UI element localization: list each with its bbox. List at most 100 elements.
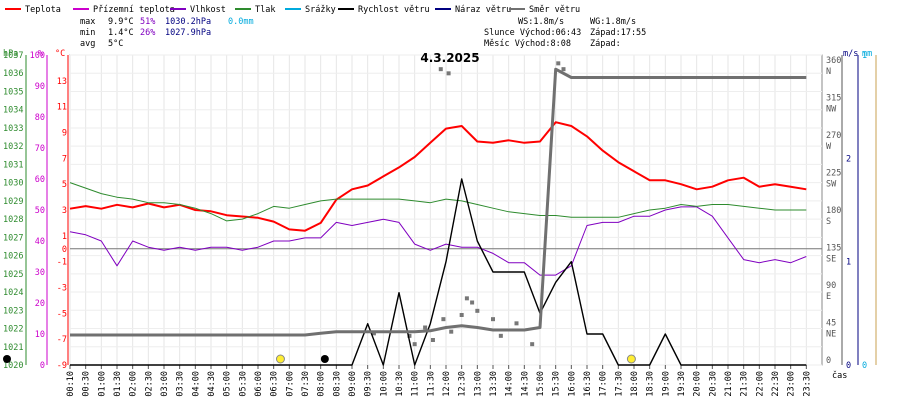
pressure-tick-label: 1029 bbox=[3, 197, 23, 207]
x-tick-label: 00:10 bbox=[66, 371, 76, 397]
wind-direction-point bbox=[556, 61, 561, 66]
moon-marker bbox=[3, 355, 11, 363]
x-tick-label: 05:00 bbox=[223, 371, 233, 397]
info-wg: WG:1.8m/s bbox=[590, 17, 636, 27]
pressure-tick-label: 1027 bbox=[3, 233, 23, 243]
legend-label: Směr větru bbox=[529, 5, 580, 15]
temperature-tick-label: 9 bbox=[62, 129, 67, 139]
direction-tick-label: 0 bbox=[826, 356, 831, 366]
stats-label: avg bbox=[80, 39, 95, 49]
humidity-tick-label: 30 bbox=[35, 268, 45, 278]
pressure-tick-label: 1037 bbox=[3, 51, 23, 61]
x-tick-label: 22:00 bbox=[755, 371, 765, 397]
x-axis-label: čas bbox=[832, 370, 847, 381]
humidity-tick-label: 20 bbox=[35, 299, 45, 309]
x-tick-label: 08:00 bbox=[317, 371, 327, 397]
humidity-tick-label: 100 bbox=[30, 51, 45, 61]
wind-direction-point bbox=[514, 321, 519, 326]
rain-axis-unit: mm bbox=[862, 49, 872, 59]
sunset-marker bbox=[626, 354, 636, 364]
wind-direction-point bbox=[561, 67, 566, 72]
legend-label: Srážky bbox=[305, 5, 336, 15]
temperature-tick-label: -1 bbox=[57, 258, 67, 268]
direction-tick-label: 270 bbox=[826, 131, 841, 141]
stats-press: 1030.2hPa bbox=[165, 17, 211, 27]
humidity-tick-label: 90 bbox=[35, 82, 45, 92]
pressure-axis-unit: hPa bbox=[3, 49, 18, 59]
temperature-tick-label: 11 bbox=[57, 103, 67, 113]
x-tick-label: 14:30 bbox=[520, 371, 530, 397]
pressure-tick-label: 1035 bbox=[3, 87, 23, 97]
direction-compass-label: NW bbox=[826, 105, 837, 115]
x-tick-label: 15:30 bbox=[552, 371, 562, 397]
humidity-axis-unit: % bbox=[38, 49, 43, 59]
x-tick-label: 08:30 bbox=[332, 371, 342, 397]
x-tick-label: 00:30 bbox=[82, 371, 92, 397]
moonrise-marker bbox=[320, 355, 329, 363]
direction-tick-label: 45 bbox=[826, 319, 836, 329]
direction-compass-label: S bbox=[826, 217, 831, 227]
stats-label: max bbox=[80, 17, 95, 27]
wind-direction-point bbox=[498, 333, 503, 338]
x-tick-label: 22:30 bbox=[771, 371, 781, 397]
temperature-tick-label: 5 bbox=[62, 180, 67, 190]
x-tick-label: 05:30 bbox=[238, 371, 248, 397]
pressure-tick-label: 1020 bbox=[3, 361, 23, 371]
direction-compass-label: SW bbox=[826, 180, 837, 190]
direction-tick-label: 180 bbox=[826, 206, 841, 216]
stats-press: 1027.9hPa bbox=[165, 28, 211, 38]
legend-label: Přízemní teplota bbox=[93, 5, 175, 15]
x-tick-label: 19:30 bbox=[677, 371, 687, 397]
humidity-tick-label: 10 bbox=[35, 330, 45, 340]
x-tick-label: 09:30 bbox=[364, 371, 374, 397]
series-line bbox=[70, 67, 807, 337]
pressure-tick-label: 1023 bbox=[3, 306, 23, 316]
pressure-tick-label: 1026 bbox=[3, 252, 23, 262]
x-tick-label: 23:00 bbox=[787, 371, 797, 397]
x-tick-label: 01:00 bbox=[97, 371, 107, 397]
info-moonrise: Měsíc Východ:8:08 bbox=[484, 39, 571, 49]
direction-tick-label: 315 bbox=[826, 94, 841, 104]
x-tick-label: 03:00 bbox=[160, 371, 170, 397]
temperature-tick-label: -3 bbox=[57, 284, 67, 294]
x-tick-label: 18:30 bbox=[646, 371, 656, 397]
direction-compass-label: E bbox=[826, 292, 831, 302]
direction-tick-label: 90 bbox=[826, 281, 836, 291]
wind-direction-point bbox=[441, 317, 446, 322]
wind-direction-point bbox=[412, 342, 417, 347]
rain-tick-label: 0 bbox=[862, 361, 867, 371]
temperature-tick-label: 1 bbox=[62, 232, 67, 242]
legend-label: Teplota bbox=[25, 5, 61, 15]
stats-hum: 51% bbox=[140, 17, 155, 27]
x-tick-label: 04:30 bbox=[207, 371, 217, 397]
legend-label: Rychlost větru bbox=[358, 5, 430, 15]
x-tick-label: 19:00 bbox=[661, 371, 671, 397]
x-tick-label: 06:30 bbox=[270, 371, 280, 397]
x-tick-label: 04:00 bbox=[191, 371, 201, 397]
wind-direction-point bbox=[371, 331, 376, 336]
x-tick-label: 14:00 bbox=[505, 371, 515, 397]
x-tick-label: 16:30 bbox=[583, 371, 593, 397]
stats-rain: 0.0mm bbox=[228, 17, 254, 27]
humidity-tick-label: 70 bbox=[35, 144, 45, 154]
temperature-tick-label: 0 bbox=[62, 245, 67, 255]
pressure-tick-label: 1033 bbox=[3, 124, 23, 134]
x-tick-label: 23:30 bbox=[802, 371, 812, 397]
x-tick-label: 13:30 bbox=[489, 371, 499, 397]
stats-temp: 1.4°C bbox=[108, 28, 134, 38]
x-tick-label: 09:00 bbox=[348, 371, 358, 397]
series-line bbox=[69, 121, 807, 232]
humidity-tick-label: 40 bbox=[35, 237, 45, 247]
x-tick-label: 07:00 bbox=[285, 371, 295, 397]
pressure-tick-label: 1031 bbox=[3, 160, 23, 170]
humidity-tick-label: 80 bbox=[35, 113, 45, 123]
wind-tick-label: 2 bbox=[846, 154, 851, 164]
wind-direction-point bbox=[464, 296, 469, 301]
x-tick-label: 11:30 bbox=[426, 371, 436, 397]
direction-tick-label: 135 bbox=[826, 244, 841, 254]
x-tick-label: 10:00 bbox=[379, 371, 389, 397]
humidity-tick-label: 50 bbox=[35, 206, 45, 216]
x-tick-label: 01:30 bbox=[113, 371, 123, 397]
x-tick-label: 07:30 bbox=[301, 371, 311, 397]
